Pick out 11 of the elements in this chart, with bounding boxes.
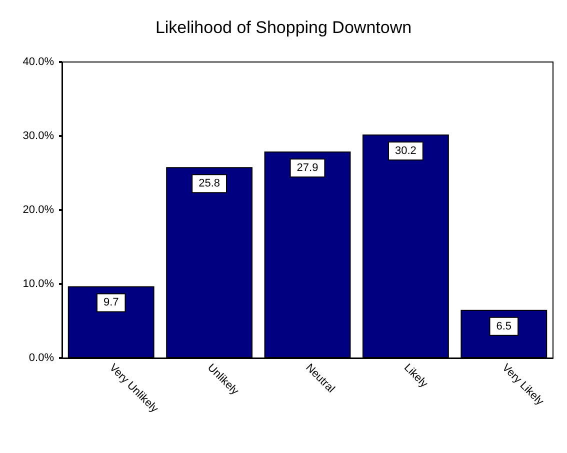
- y-tick-label: 20.0%: [22, 204, 54, 216]
- data-label: 30.2: [394, 145, 416, 158]
- data-label: 6.5: [496, 320, 512, 332]
- y-tick-label: 10.0%: [22, 278, 54, 290]
- data-label: 9.7: [103, 296, 119, 309]
- data-label: 25.8: [198, 178, 220, 190]
- y-tick-label: 30.0%: [22, 130, 54, 142]
- y-tick-label: 40.0%: [22, 56, 54, 68]
- chart-title: Likelihood of Shopping Downtown: [155, 18, 412, 37]
- data-label: 27.9: [296, 162, 318, 174]
- y-tick-label: 0.0%: [28, 352, 54, 364]
